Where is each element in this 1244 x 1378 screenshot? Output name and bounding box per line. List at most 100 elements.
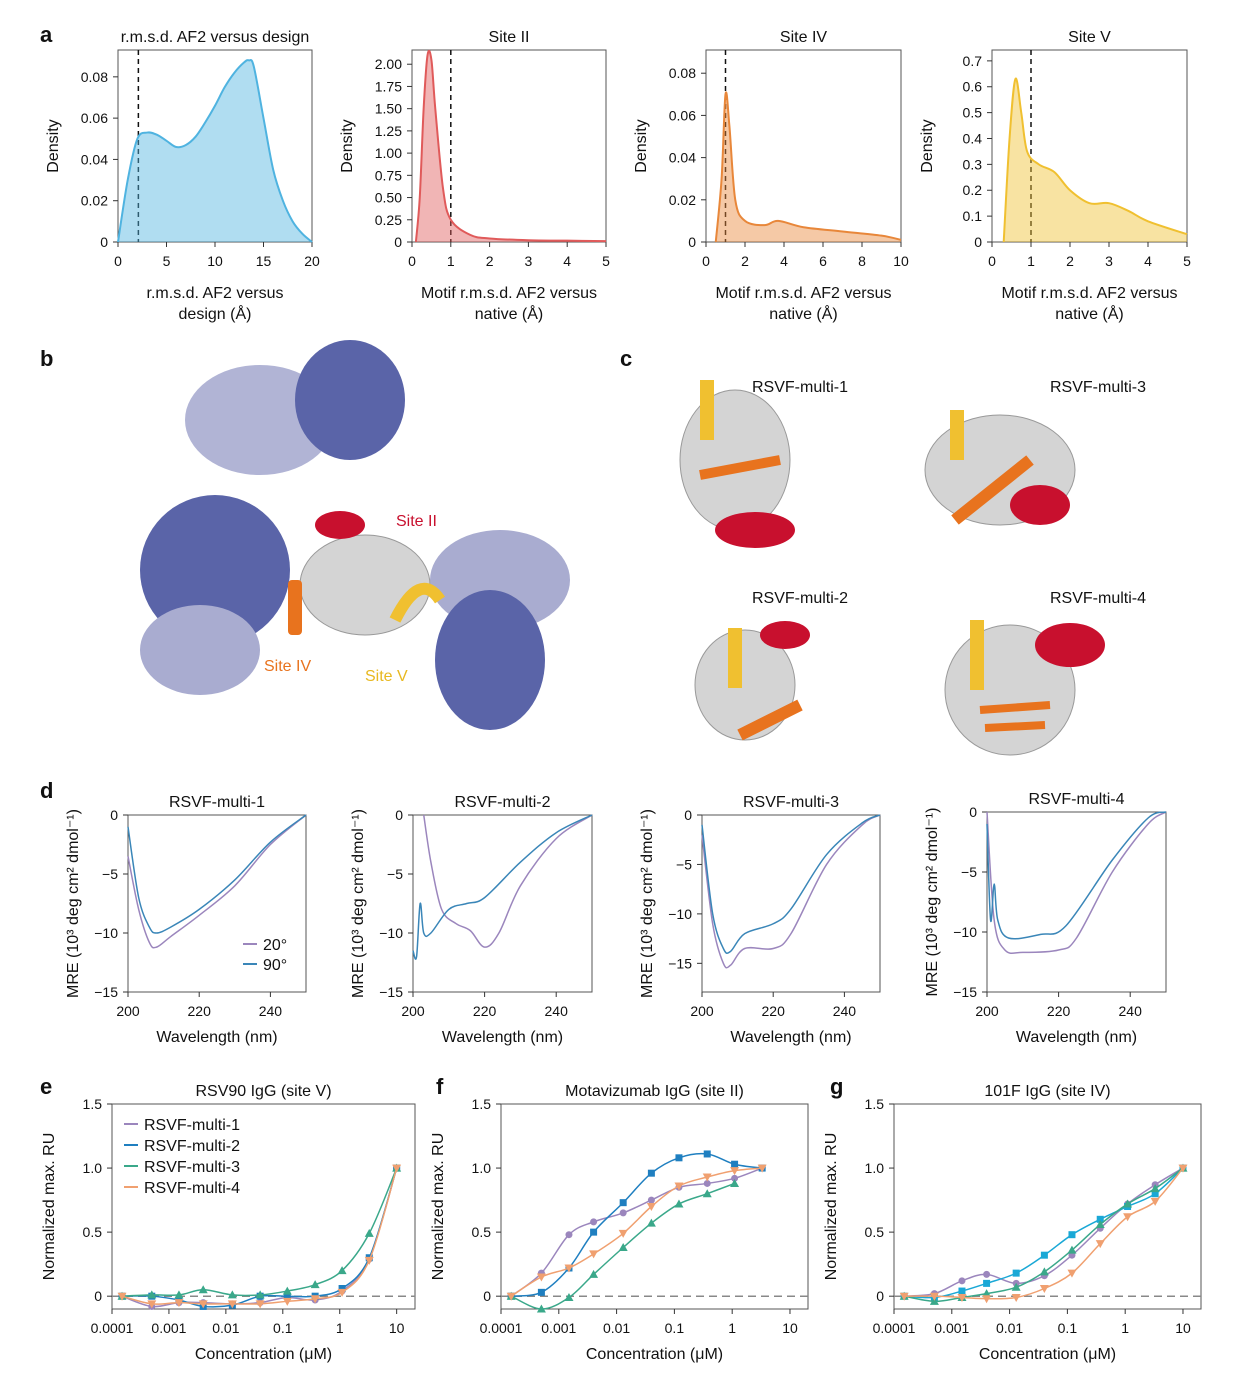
series-line (701, 814, 881, 969)
data-point (929, 1292, 939, 1301)
y-axis-label: MRE (10³ deg cm² dmol⁻¹) (350, 809, 367, 998)
x-axis-label: Concentration (μM) (979, 1346, 1116, 1363)
data-point (958, 1277, 966, 1285)
scaffold (299, 534, 431, 636)
x-tick-label: 240 (259, 1003, 283, 1019)
data-point (590, 1228, 598, 1236)
y-tick-label: 0.4 (963, 130, 983, 146)
data-point (957, 1293, 967, 1302)
y-axis-label: Density (633, 119, 650, 172)
y-tick-label: 0.04 (669, 150, 696, 166)
y-tick-label: −15 (953, 984, 977, 1000)
site-ii-helix (315, 511, 365, 539)
panel-label-f: f (436, 1074, 444, 1099)
antibody-light-chain-left (140, 605, 260, 695)
x-tick-label: 8 (858, 253, 866, 269)
chart-d-6: RSVF-multi-3 200 220 240 −15 −10 −5 0 Wavelength… (639, 794, 881, 1046)
x-tick-label: 15 (256, 253, 272, 269)
chart-f-9: Motavizumab IgG (site II) 0.0001 0.001 0.01… (430, 1083, 809, 1363)
data-point (174, 1299, 184, 1308)
y-tick-label: 0.06 (81, 110, 108, 126)
y-tick-label: 1.0 (472, 1160, 492, 1176)
x-tick-label: 2 (486, 253, 494, 269)
x-tick-label: 10 (1175, 1320, 1191, 1336)
data-point (958, 1287, 966, 1295)
plot-frame (701, 814, 881, 993)
x-tick-label: 240 (1119, 1003, 1143, 1019)
series-line (422, 814, 593, 948)
series-line (986, 811, 1167, 940)
x-tick-label: 10 (893, 253, 909, 269)
x-tick-label: 10 (782, 1320, 798, 1336)
chart-title: RSVF-multi-2 (454, 794, 550, 811)
data-point (564, 1292, 574, 1301)
x-tick-label: 240 (545, 1003, 569, 1019)
plot-frame (127, 814, 307, 993)
x-tick-label: 0.01 (603, 1320, 630, 1336)
y-tick-label: −5 (676, 856, 692, 872)
y-tick-label: −10 (953, 924, 977, 940)
chart-title: Site V (1068, 29, 1111, 46)
x-tick-label: 0.01 (996, 1320, 1023, 1336)
x-tick-label: 0.001 (934, 1320, 969, 1336)
chart-g-10: 101F IgG (site IV) 0.0001 0.001 0.01 0.1 1 10 0… (823, 1083, 1202, 1363)
data-point (337, 1266, 347, 1275)
x-axis-label: design (Å) (179, 304, 252, 323)
y-tick-label: −10 (668, 906, 692, 922)
x-tick-label: 1 (728, 1320, 736, 1336)
series-line (412, 814, 593, 960)
x-tick-label: 1 (336, 1320, 344, 1336)
x-tick-label: 0.01 (212, 1320, 239, 1336)
x-tick-label: 0.1 (665, 1320, 685, 1336)
y-tick-label: 0 (688, 234, 696, 250)
plot-frame (412, 814, 593, 993)
design-rsvf-multi-4: RSVF-multi-4 (944, 590, 1146, 756)
x-axis-label: Wavelength (nm) (730, 1029, 851, 1046)
x-tick-label: 10 (389, 1320, 405, 1336)
y-tick-label: 1.5 (83, 1096, 103, 1112)
x-tick-label: 0 (988, 253, 996, 269)
y-tick-label: 0 (483, 1288, 491, 1304)
data-point (198, 1285, 208, 1294)
density-histogram (1003, 78, 1187, 242)
x-tick-label: 1 (447, 253, 455, 269)
series-line (904, 1167, 1184, 1300)
data-point (982, 1289, 992, 1298)
x-tick-label: 220 (762, 1003, 786, 1019)
data-point (982, 1295, 992, 1304)
design-rsvf-multi-3: RSVF-multi-3 (924, 379, 1146, 526)
data-point (283, 1292, 291, 1300)
scaffold-designs: RSVF-multi-1 RSVF-multi-3 RSVF-multi-2 R… (679, 379, 1146, 756)
data-point (147, 1290, 157, 1299)
y-tick-label: 0.7 (963, 53, 983, 69)
design-title: RSVF-multi-1 (752, 379, 848, 396)
y-axis-label: Normalized max. RU (430, 1133, 447, 1281)
data-point (1039, 1267, 1049, 1276)
y-tick-label: 0 (94, 1288, 102, 1304)
y-tick-label: 0.08 (669, 65, 696, 81)
x-tick-label: 5 (602, 253, 610, 269)
y-tick-label: 0.1 (963, 208, 983, 224)
chart-title: Site II (489, 29, 530, 46)
legend-label: 20° (263, 937, 287, 954)
y-tick-label: 0.6 (963, 79, 983, 95)
x-axis-label: Motif r.m.s.d. AF2 versus (715, 285, 891, 302)
y-tick-label: 0.02 (81, 193, 108, 209)
density-curve (117, 59, 313, 243)
y-tick-label: 1.50 (375, 101, 402, 117)
x-axis-label: Concentration (μM) (195, 1346, 332, 1363)
x-axis-label: Motif r.m.s.d. AF2 versus (1001, 285, 1177, 302)
y-tick-label: 0.5 (83, 1224, 103, 1240)
data-point (1123, 1213, 1133, 1222)
y-axis-label: Density (919, 119, 936, 172)
data-point (255, 1300, 265, 1309)
plot-frame (986, 811, 1167, 993)
x-tick-label: 0.0001 (873, 1320, 916, 1336)
series-line (510, 1167, 763, 1297)
data-point (1039, 1285, 1049, 1293)
x-tick-label: 5 (1183, 253, 1191, 269)
x-tick-label: 0.1 (1058, 1320, 1078, 1336)
data-point (1096, 1215, 1104, 1223)
data-point (929, 1296, 939, 1305)
